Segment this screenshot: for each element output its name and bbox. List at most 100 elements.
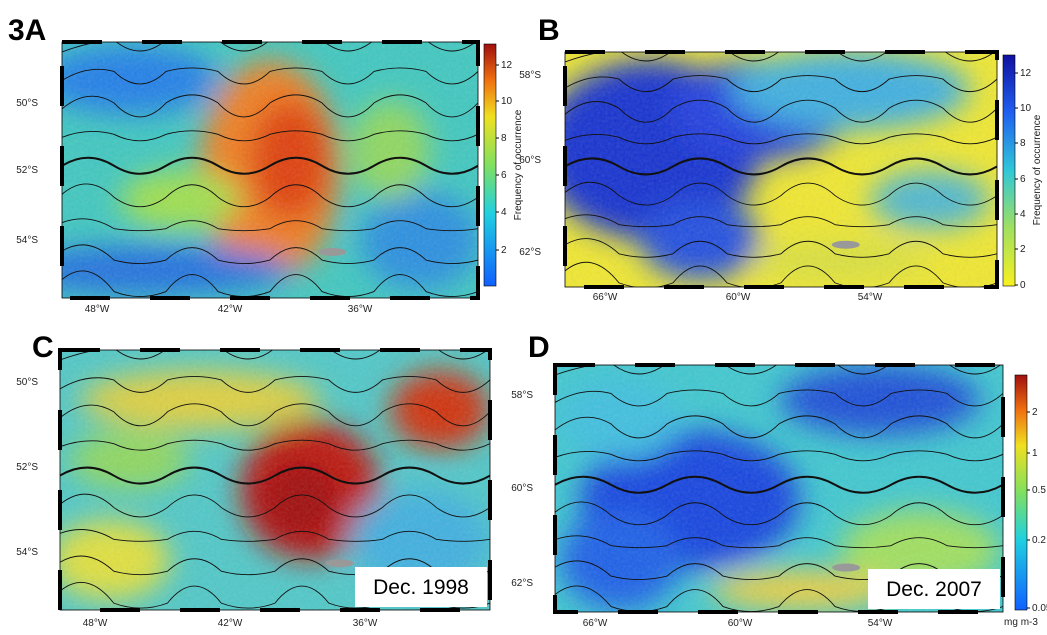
latitude-label: 54°S	[16, 547, 38, 558]
contour-line	[62, 244, 478, 265]
latitude-label: 62°S	[511, 578, 533, 589]
contour-line	[62, 42, 477, 53]
colorbar-tick-label: 6	[501, 170, 507, 181]
colorbar	[483, 43, 497, 287]
texture	[62, 42, 478, 298]
colorbar-tick-label: 2	[501, 245, 507, 256]
contour-line	[60, 439, 490, 451]
colorbar-tick-label: 8	[501, 133, 507, 144]
contour-line	[555, 475, 1003, 494]
longitude-label: 42°W	[218, 304, 243, 315]
panel-label: C	[32, 331, 54, 364]
longitude-label: 54°W	[868, 618, 893, 629]
date-label: Dec. 2007	[886, 578, 982, 601]
longitude-label: 36°W	[353, 618, 378, 629]
contour-line	[60, 466, 490, 485]
colorbar-tick-label: 2	[1020, 244, 1026, 255]
latitude-label: 52°S	[16, 462, 38, 473]
colorbar-tick-label: 0.05	[1032, 603, 1047, 614]
colorbar-tick-label: 10	[501, 96, 513, 107]
map-panel	[58, 348, 492, 612]
map-field	[60, 350, 490, 610]
contour-line	[565, 181, 997, 206]
colorbar-label: mg m-3	[1004, 617, 1038, 628]
latitude-label: 60°S	[511, 483, 533, 494]
texture	[60, 350, 490, 610]
colorbar-tick-label: 2	[1032, 407, 1038, 418]
colorbar-tick-label: 12	[501, 60, 513, 71]
map-panel	[60, 40, 480, 300]
colorbar	[1002, 54, 1016, 287]
longitude-label: 60°W	[726, 292, 751, 303]
contour-line	[565, 157, 997, 176]
texture	[565, 52, 997, 287]
contour-line	[565, 133, 997, 145]
contour-line	[62, 94, 478, 118]
map-field	[565, 52, 997, 287]
latitude-label: 60°S	[519, 155, 541, 166]
frame-inner	[59, 349, 491, 611]
colorbar-label: Frequency of occurrence	[1032, 114, 1043, 225]
contour-line	[62, 218, 478, 232]
contour-line	[565, 75, 997, 92]
contour-line	[565, 99, 997, 123]
contour-line	[555, 560, 1003, 581]
contour-line	[555, 415, 1003, 439]
latitude-label: 54°S	[16, 235, 38, 246]
colorbar-tick-label: 4	[501, 207, 507, 218]
contour-line	[555, 389, 1003, 407]
colorbar	[1014, 374, 1028, 611]
contour-line	[60, 403, 490, 427]
longitude-label: 60°W	[728, 618, 753, 629]
contour-line	[565, 214, 997, 228]
panel-label: D	[528, 331, 550, 364]
island	[318, 247, 347, 256]
map-panel	[563, 50, 999, 289]
frame-inner	[554, 364, 1004, 613]
colorbar-tick-label: 4	[1020, 209, 1026, 220]
contour-line	[60, 529, 490, 542]
colorbar-tick-label: 10	[1020, 103, 1032, 114]
longitude-label: 48°W	[83, 618, 108, 629]
longitude-label: 42°W	[218, 618, 243, 629]
longitude-label: 54°W	[858, 292, 883, 303]
contour-line	[62, 67, 478, 85]
contour-line	[62, 183, 478, 208]
contour-line	[555, 501, 1003, 526]
panel-label: 3A	[8, 14, 46, 47]
island	[831, 240, 860, 249]
latitude-label: 50°S	[16, 377, 38, 388]
latitude-label: 62°S	[519, 247, 541, 258]
contour-line	[62, 156, 478, 175]
colorbar-tick-label: 0.2	[1032, 535, 1046, 546]
contour-line	[62, 130, 478, 142]
contour-line	[60, 350, 489, 361]
longitude-label: 66°W	[593, 292, 618, 303]
contour-line	[60, 375, 490, 393]
colorbar-tick-label: 0	[1020, 280, 1026, 291]
colorbar-tick-label: 0.5	[1032, 485, 1046, 496]
latitude-label: 58°S	[519, 70, 541, 81]
island	[832, 563, 861, 572]
date-label: Dec. 1998	[373, 576, 469, 599]
contour-line	[60, 493, 490, 518]
colorbar-tick-label: 6	[1020, 174, 1026, 185]
date-box	[868, 569, 1000, 609]
panel-label: B	[538, 14, 560, 47]
contour-line	[565, 238, 997, 258]
colorbar-label: Frequency of occurrence	[513, 109, 524, 220]
longitude-label: 48°W	[85, 304, 110, 315]
frame-inner	[564, 51, 998, 288]
contour-line	[555, 450, 1003, 462]
contour-line	[60, 555, 490, 576]
frame-inner	[61, 41, 479, 299]
contour-line	[555, 365, 1001, 376]
latitude-label: 52°S	[16, 165, 38, 176]
date-box	[355, 567, 487, 607]
colorbar-tick-label: 8	[1020, 138, 1026, 149]
latitude-label: 50°S	[16, 98, 38, 109]
longitude-label: 66°W	[583, 618, 608, 629]
longitude-label: 36°W	[348, 304, 373, 315]
colorbar-tick-label: 12	[1020, 68, 1032, 79]
